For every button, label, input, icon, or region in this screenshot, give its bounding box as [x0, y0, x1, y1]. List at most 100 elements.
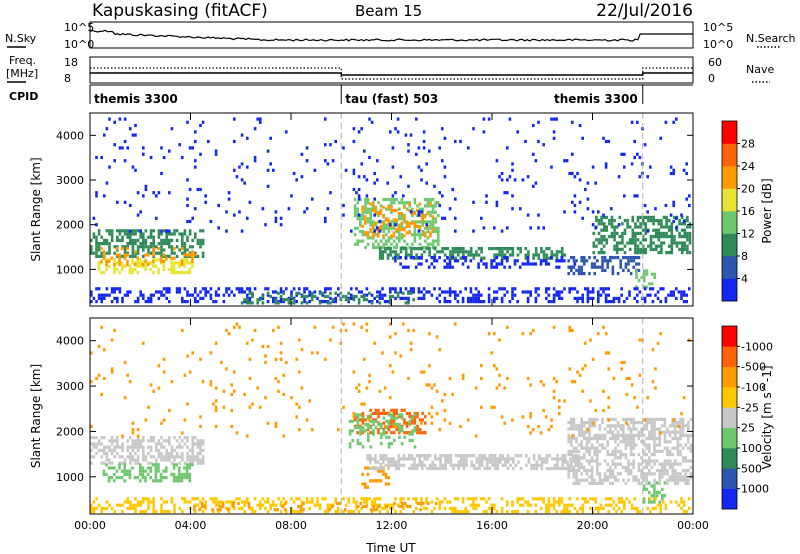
- data-cell: [392, 218, 396, 222]
- data-cell: [105, 472, 108, 476]
- data-cell: [287, 301, 291, 305]
- data-cell: [107, 264, 111, 268]
- data-cell: [480, 256, 483, 260]
- data-cell: [155, 445, 158, 449]
- data-cell: [588, 453, 591, 457]
- data-cell: [482, 510, 486, 514]
- data-cell: [654, 219, 658, 223]
- data-cell: [274, 357, 278, 361]
- data-cell: [653, 481, 656, 485]
- data-cell: [331, 300, 335, 304]
- data-cell: [659, 136, 662, 140]
- data-cell: [389, 298, 392, 302]
- data-cell: [618, 215, 622, 219]
- data-cell: [157, 235, 161, 239]
- data-cell: [175, 271, 179, 275]
- data-cell: [105, 463, 108, 467]
- data-cell: [539, 259, 543, 263]
- data-cell: [357, 301, 361, 305]
- freq-panel: [89, 56, 694, 84]
- data-cell: [679, 433, 682, 437]
- data-cell: [415, 466, 419, 471]
- data-cell: [602, 287, 605, 291]
- data-cell: [355, 287, 358, 291]
- data-cell: [149, 229, 153, 233]
- data-cell: [591, 287, 595, 291]
- data-cell: [374, 223, 378, 227]
- data-cell: [178, 466, 181, 470]
- data-cell: [155, 194, 158, 198]
- data-cell: [622, 268, 625, 272]
- data-cell: [95, 245, 98, 249]
- data-cell: [433, 184, 436, 188]
- data-cell: [443, 216, 447, 220]
- data-cell: [503, 386, 506, 390]
- colorbar-tick-label: 25: [741, 422, 755, 435]
- data-cell: [617, 175, 621, 179]
- data-cell: [617, 223, 621, 227]
- data-cell: [300, 301, 304, 305]
- data-cell: [408, 245, 411, 250]
- data-cell: [212, 300, 215, 304]
- data-cell: [282, 291, 285, 295]
- data-cell: [438, 500, 441, 504]
- data-cell: [361, 429, 365, 433]
- data-cell: [532, 256, 535, 260]
- data-cell: [199, 461, 202, 465]
- data-cell: [381, 287, 384, 291]
- data-cell: [526, 500, 530, 504]
- data-cell: [586, 296, 590, 300]
- data-cell: [635, 443, 638, 447]
- data-cell: [552, 497, 556, 501]
- data-cell: [352, 322, 356, 326]
- data-cell: [648, 469, 651, 473]
- data-cell: [498, 338, 501, 342]
- data-cell: [551, 466, 554, 471]
- data-cell: [679, 424, 682, 428]
- data-cell: [238, 210, 241, 214]
- data-cell: [676, 449, 680, 453]
- data-cell: [201, 229, 205, 233]
- data-cell: [529, 226, 532, 230]
- data-cell: [567, 449, 570, 453]
- data-cell: [329, 338, 332, 342]
- data-cell: [593, 453, 596, 457]
- data-cell: [144, 455, 148, 459]
- data-cell: [567, 433, 570, 437]
- data-cell: [635, 256, 638, 260]
- data-cell: [405, 424, 409, 428]
- data-cell: [398, 429, 401, 433]
- data-cell: [637, 453, 641, 457]
- data-cell: [105, 242, 109, 246]
- data-cell: [454, 197, 457, 201]
- data-cell: [108, 117, 111, 121]
- data-cell: [602, 325, 605, 329]
- data-cell: [567, 265, 570, 269]
- data-cell: [676, 475, 680, 479]
- data-cell: [614, 417, 617, 421]
- data-cell: [129, 503, 132, 507]
- data-cell: [269, 503, 272, 507]
- data-cell: [514, 463, 518, 467]
- data-cell: [572, 446, 576, 450]
- data-cell: [506, 376, 509, 381]
- data-cell: [359, 229, 362, 234]
- data-cell: [188, 476, 191, 480]
- data-cell: [452, 463, 455, 467]
- data-cell: [383, 386, 387, 390]
- data-cell: [348, 429, 352, 433]
- data-cell: [438, 428, 441, 432]
- data-cell: [165, 254, 168, 258]
- data-cell: [95, 194, 98, 198]
- data-cell: [604, 351, 608, 355]
- data-cell: [513, 287, 517, 291]
- data-cell: [571, 200, 574, 204]
- data-cell: [134, 458, 137, 462]
- data-cell: [532, 454, 536, 458]
- data-cell: [382, 416, 386, 420]
- data-cell: [563, 210, 566, 214]
- data-cell: [90, 351, 93, 355]
- data-cell: [173, 503, 176, 507]
- data-cell: [183, 264, 186, 268]
- data-cell: [604, 162, 608, 166]
